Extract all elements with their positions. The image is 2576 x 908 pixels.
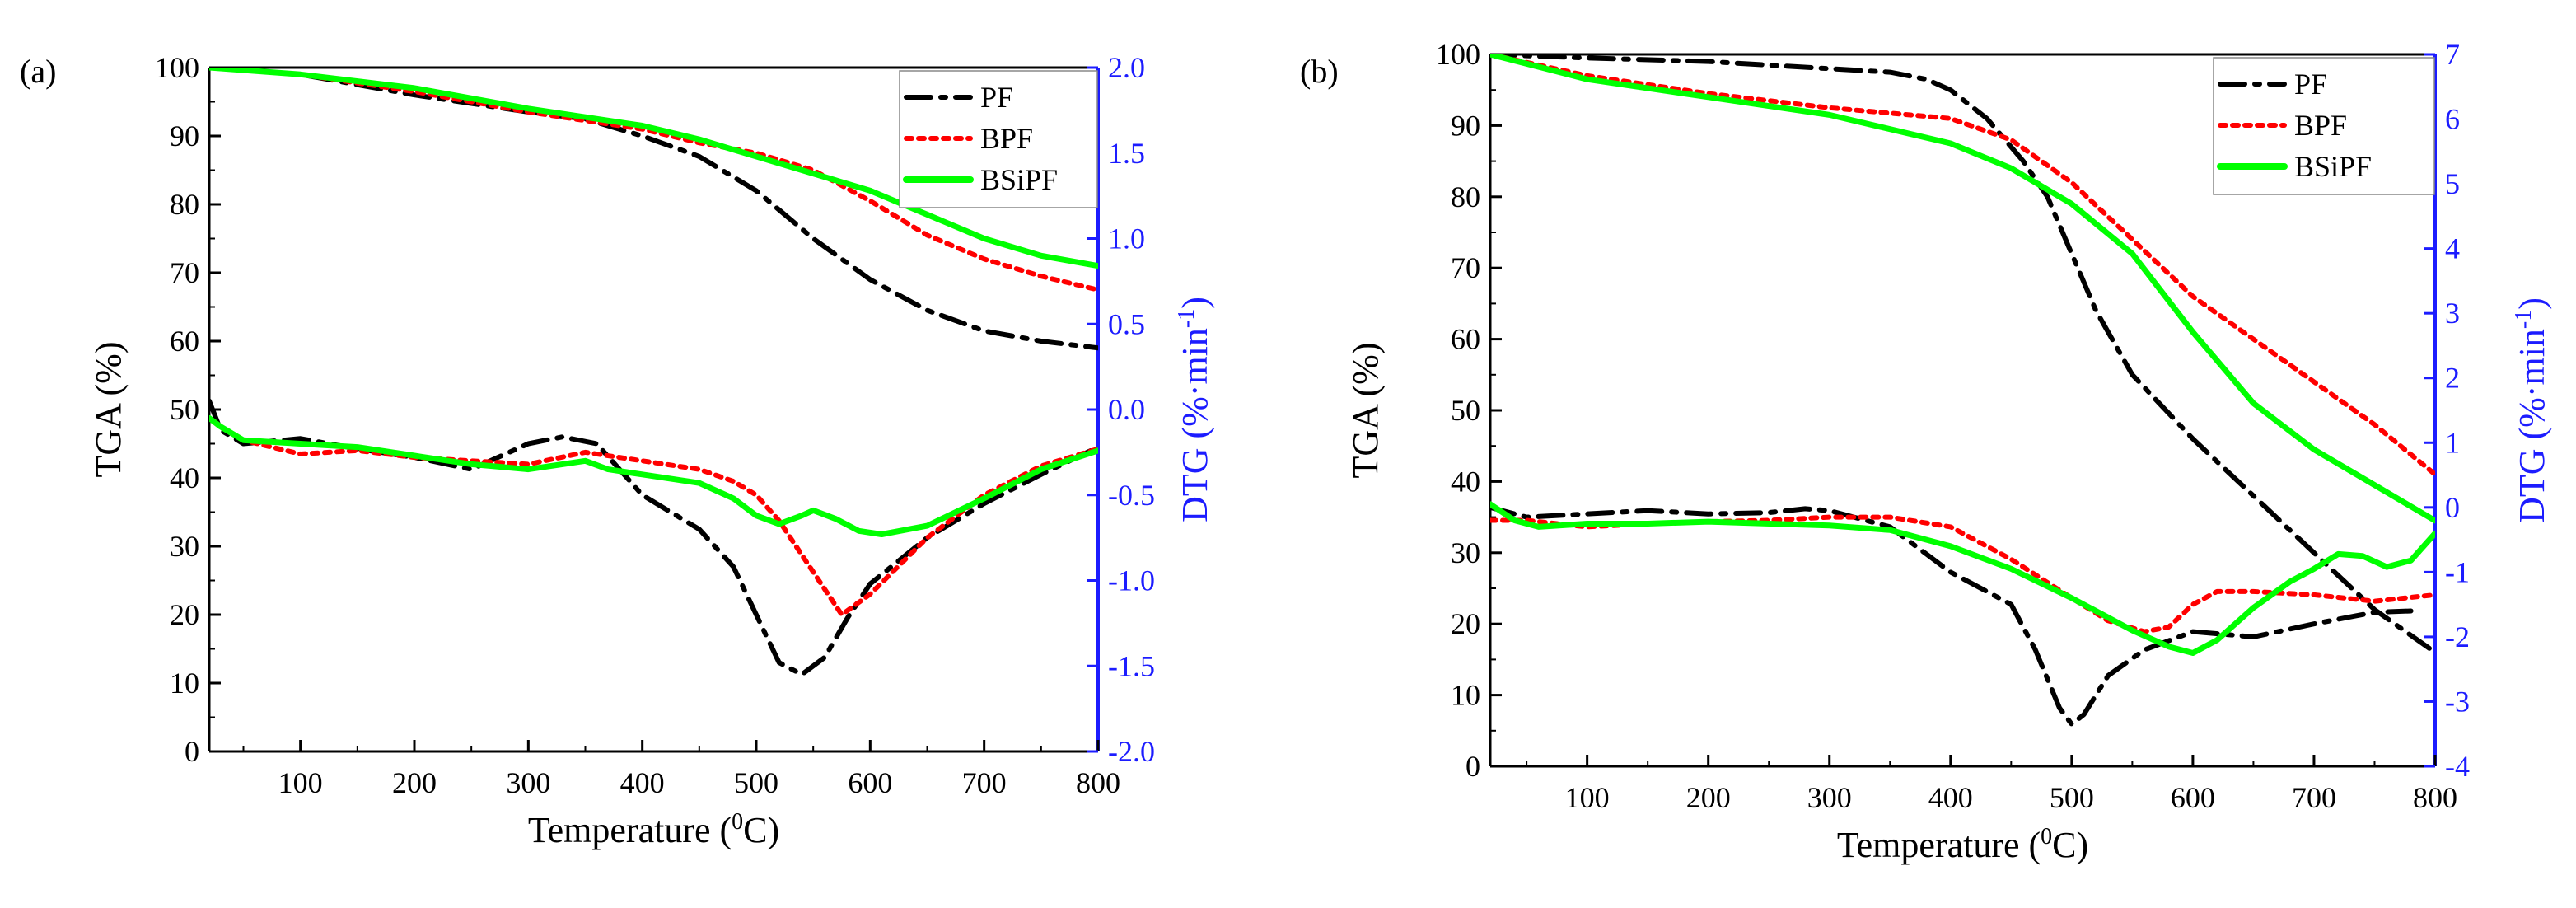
y-left-axis-title: TGA (%) — [1345, 343, 1386, 479]
x-tick-label: 700 — [962, 766, 1007, 799]
y-left-tick-label: 80 — [1451, 180, 1480, 213]
y-left-axis-title: TGA (%) — [88, 342, 129, 478]
panel-label: (a) — [20, 53, 56, 90]
y-right-tick-label: -1.0 — [1108, 564, 1155, 597]
y-right-tick-label: 1.0 — [1108, 222, 1145, 255]
y-right-tick-label: -1 — [2445, 555, 2470, 588]
y-right-axis-title: DTG (%·min-1) — [1174, 297, 1215, 522]
y-left-tick-label: 30 — [170, 530, 199, 563]
y-left-tick-label: 10 — [1451, 679, 1480, 712]
y-right-tick-label: 1.5 — [1108, 137, 1145, 170]
y-right-tick-label: -1.5 — [1108, 649, 1155, 682]
y-left-tick-label: 90 — [1451, 109, 1480, 142]
series-pf-dtg-line — [209, 398, 1098, 677]
y-left-tick-label: 60 — [1451, 323, 1480, 356]
y-right-tick-label: 1 — [2445, 426, 2460, 459]
x-tick-label: 100 — [278, 766, 323, 799]
x-axis-title: Temperature (0C) — [528, 809, 779, 850]
y-right-tick-label: -3 — [2445, 685, 2470, 718]
series-bsipf-dtg-line — [209, 414, 1098, 537]
y-left-tick-label: 70 — [170, 256, 199, 289]
y-left-tick-label: 60 — [170, 325, 199, 358]
y-left-tick-label: 100 — [155, 51, 199, 84]
y-right-tick-label: 6 — [2445, 103, 2460, 136]
x-tick-label: 700 — [2292, 781, 2336, 814]
y-right-tick-label: 0 — [2445, 491, 2460, 524]
x-tick-label: 100 — [1565, 781, 1610, 814]
x-tick-label: 500 — [734, 766, 778, 799]
y-left-tick-label: 0 — [1466, 750, 1480, 783]
y-left-tick-label: 100 — [1436, 38, 1480, 71]
y-right-tick-label: 0.5 — [1108, 307, 1145, 340]
y-left-tick-label: 30 — [1451, 536, 1480, 569]
x-tick-label: 200 — [392, 766, 437, 799]
x-tick-label: 600 — [2171, 781, 2215, 814]
y-right-tick-label: 2.0 — [1108, 51, 1145, 84]
series-bpf-tga-line — [209, 68, 1098, 293]
legend: PF BPF BSiPF — [2213, 57, 2435, 195]
x-tick-label: 400 — [620, 766, 665, 799]
series-bsipf-dtg-line — [1490, 501, 2435, 656]
panel-a: (a) 100 200 300 400 500 600 700 800 0 10 20 30 40 50 60… — [20, 51, 1215, 850]
y-left-tick-label: 20 — [170, 598, 199, 631]
y-left-tick-label: 50 — [1451, 394, 1480, 427]
legend-label-bsipf: BSiPF — [980, 163, 1058, 196]
y-left-tick-label: 40 — [1451, 465, 1480, 498]
panel-label: (b) — [1300, 53, 1339, 90]
legend-label-pf: PF — [980, 81, 1013, 114]
series-bsipf-tga-line — [209, 68, 1098, 269]
y-right-axis-title: DTG (%·min-1) — [2511, 297, 2552, 523]
legend-label-bpf: BPF — [980, 122, 1033, 155]
x-tick-label: 600 — [848, 766, 892, 799]
x-axis-title: Temperature (0C) — [1837, 824, 2088, 865]
x-tick-label: 300 — [1807, 781, 1852, 814]
series-bsipf-tga-line — [1490, 54, 2435, 524]
panel-b: (b)100 200 300 400 500 600 700 8000102030405060… — [1300, 38, 2552, 865]
series-pf-tga-line — [1490, 54, 2435, 655]
x-tick-label: 800 — [2413, 781, 2457, 814]
legend-label-pf: PF — [2294, 68, 2327, 101]
y-right-tick-label: 0.0 — [1108, 393, 1145, 426]
y-left-tick-label: 0 — [185, 735, 199, 768]
y-left-tick-label: 50 — [170, 393, 199, 426]
y-right-tick-label: -2 — [2445, 620, 2470, 653]
y-right-tick-label: 3 — [2445, 297, 2460, 330]
series-pf-tga-line — [209, 68, 1098, 351]
x-tick-label: 300 — [506, 766, 550, 799]
y-right-tick-label: -2.0 — [1108, 735, 1155, 768]
legend-label-bpf: BPF — [2294, 109, 2347, 142]
x-tick-label: 500 — [2050, 781, 2094, 814]
x-tick-label: 200 — [1686, 781, 1731, 814]
y-right-tick-label: 2 — [2445, 362, 2460, 395]
y-right-tick-label: -4 — [2445, 750, 2470, 783]
series-bpf-dtg-line — [209, 415, 1098, 617]
series-bpf-tga-line — [1490, 54, 2435, 477]
y-left-tick-label: 80 — [170, 188, 199, 221]
y-right-tick-label: 5 — [2445, 167, 2460, 200]
legend: PF BPF BSiPF — [899, 70, 1098, 208]
x-tick-label: 800 — [1076, 766, 1120, 799]
y-left-tick-label: 40 — [170, 461, 199, 494]
y-left-tick-label: 70 — [1451, 251, 1480, 284]
y-right-tick-label: 4 — [2445, 232, 2460, 265]
legend-label-bsipf: BSiPF — [2294, 150, 2372, 183]
y-left-tick-label: 10 — [170, 667, 199, 700]
series-bpf-dtg-line — [1490, 514, 2435, 634]
y-right-tick-label: -0.5 — [1108, 479, 1155, 512]
y-left-tick-label: 90 — [170, 119, 199, 152]
series-pf-dtg-line — [1490, 504, 2414, 727]
x-tick-label: 400 — [1928, 781, 1973, 814]
y-right-tick-label: 7 — [2445, 38, 2460, 71]
y-left-tick-label: 20 — [1451, 607, 1480, 640]
